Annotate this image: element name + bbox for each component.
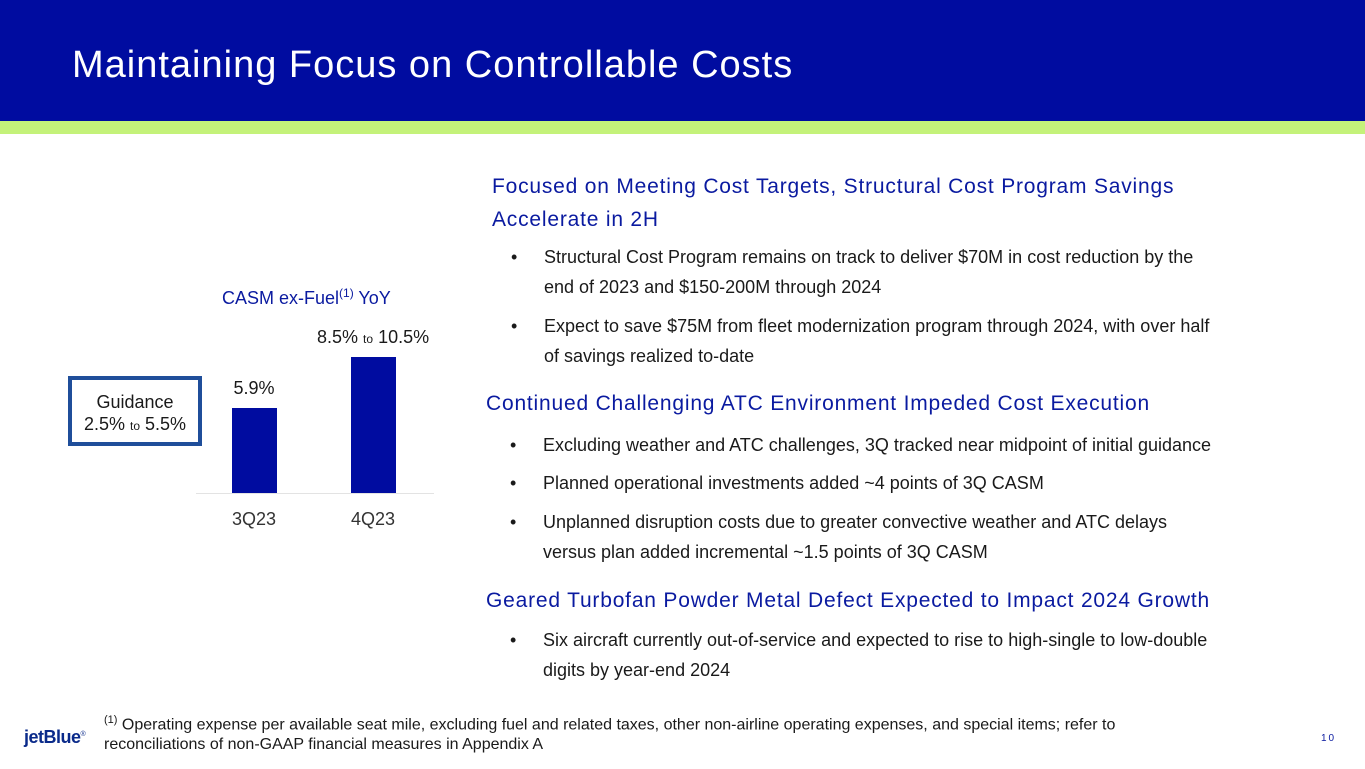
section-heading-gtf: Geared Turbofan Powder Metal Defect Expe… [486,589,1210,612]
chart-baseline [196,493,434,494]
bar-value-3q23: 5.9% [233,378,275,399]
bar-value-4q23-high: 10.5% [378,326,430,347]
guidance-low: 2.5% [83,414,125,434]
bullet-item: • Unplanned disruption costs due to grea… [510,507,1168,567]
section-heading-cost-targets: Focused on Meeting Cost Targets, Structu… [492,170,1174,236]
bullet-dot: • [510,512,517,532]
bar-3q23 [231,408,277,493]
footnote-line-1: Operating expense per available seat mil… [121,716,1116,734]
bullet-line: end of 2023 and $150-200M through 2024 [544,277,882,297]
bullet-line: versus plan added incremental ~1.5 point… [543,542,988,562]
slide-title: Maintaining Focus on Controllable Costs [72,44,794,86]
bullet-line: Planned operational investments added ~4… [543,473,1044,493]
bullet-line: Expect to save $75M from fleet moderniza… [544,316,1210,336]
page-number: 10 [1321,733,1337,744]
footnote-line-2: reconciliations of non-GAAP financial me… [104,736,544,754]
section-heading-atc: Continued Challenging ATC Environment Im… [486,392,1150,415]
x-tick-4q23: 4Q23 [351,509,396,529]
guidance-label: Guidance [96,392,174,412]
guidance-sep: to [129,419,140,433]
header-accent-stripe [0,121,1365,134]
logo-text: jetBlue [24,727,81,747]
bullet-dot: • [510,630,517,650]
bullet-line: Six aircraft currently out-of-service an… [543,630,1208,650]
bullet-line: Structural Cost Program remains on track… [544,247,1194,267]
section-heading-line-2: Accelerate in 2H [492,208,659,231]
guidance-high: 5.5% [145,414,187,434]
bullet-item: • Excluding weather and ATC challenges, … [510,430,1212,460]
x-tick-3q23: 3Q23 [232,509,277,529]
bullet-dot: • [510,473,517,493]
bullet-line: digits by year-end 2024 [543,660,731,680]
bullet-dot: • [511,247,518,267]
logo-trademark: ® [80,731,86,738]
bullet-line: Unplanned disruption costs due to greate… [543,512,1168,532]
section-heading-line-1: Focused on Meeting Cost Targets, Structu… [492,175,1175,198]
bar-value-4q23-sep: to [363,331,374,346]
guidance-box: Guidance 2.5% to 5.5% [68,376,202,446]
chart-title-footnote-ref: (1) [339,286,354,300]
footnote-marker: (1) [104,714,118,726]
footnote: (1) Operating expense per available seat… [104,710,1224,755]
header-band [0,0,1365,121]
guidance-range: 2.5% to 5.5% [72,413,198,437]
bullet-item: • Six aircraft currently out-of-service … [510,625,1208,685]
bullet-line: Excluding weather and ATC challenges, 3Q… [543,435,1212,455]
bullet-line: of savings realized to-date [544,346,755,366]
bullet-item: • Planned operational investments added … [510,468,1044,498]
bullet-dot: • [510,435,517,455]
chart-title-text: CASM ex-Fuel [222,288,340,308]
bar-label-4q23: 8.5% to 10.5% [317,327,429,348]
chart-title: CASM ex-Fuel(1) YoY [222,286,391,309]
bullet-dot: • [511,316,518,336]
jetblue-logo: jetBlue® [24,727,86,748]
bar-4q23 [350,356,396,493]
chart-title-suffix: YoY [358,288,391,308]
bullet-item: • Expect to save $75M from fleet moderni… [511,311,1210,371]
bullet-item: • Structural Cost Program remains on tra… [511,242,1194,302]
bar-value-4q23-low: 8.5% [317,326,359,347]
bar-label-3q23: 5.9% [234,378,275,399]
